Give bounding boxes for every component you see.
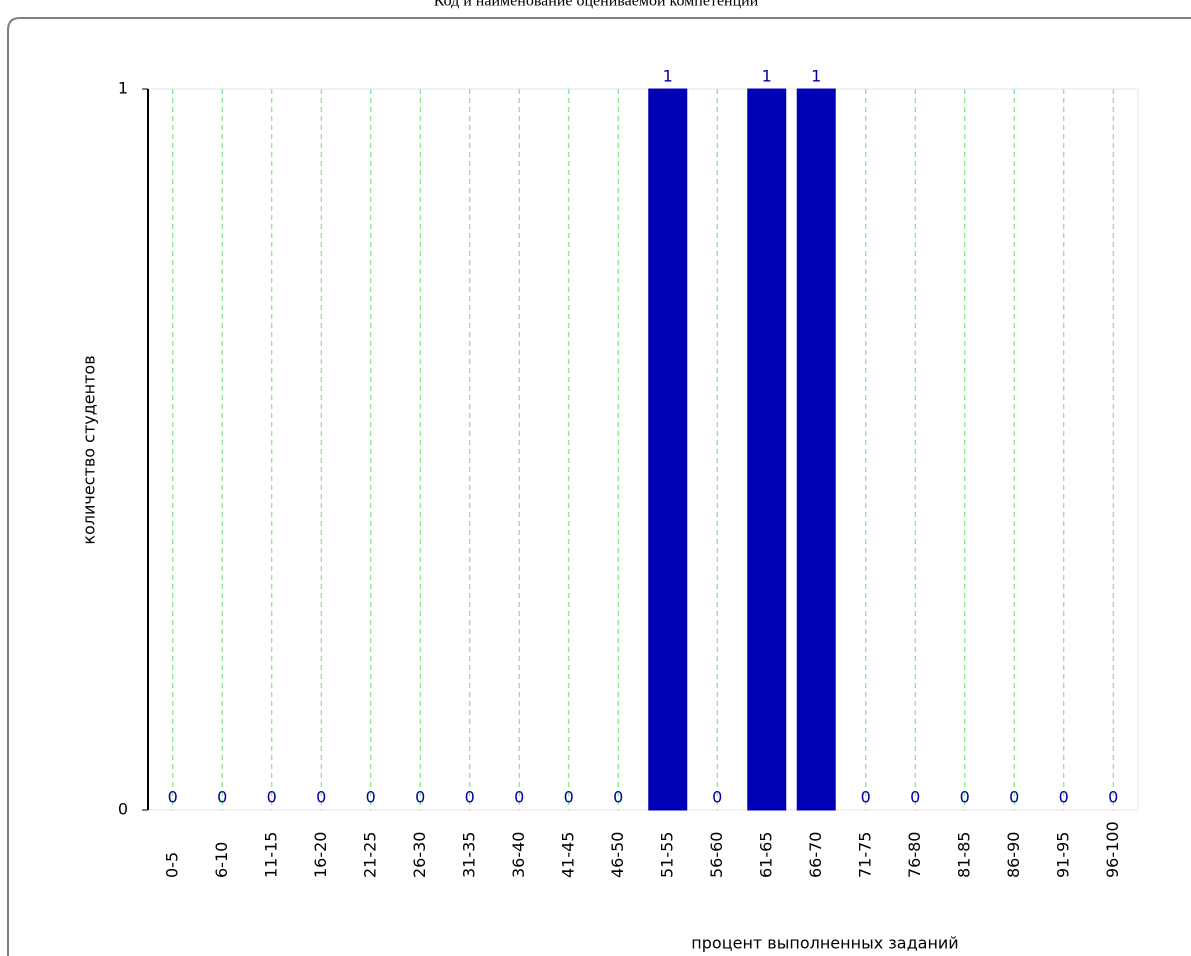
value-label: 0 (217, 788, 227, 807)
value-label: 0 (564, 788, 574, 807)
value-label: 0 (712, 788, 722, 807)
value-label: 0 (613, 788, 623, 807)
x-axis-label: процент выполненных заданий (691, 934, 958, 953)
x-tick-label: 0-5 (162, 852, 181, 878)
value-label: 0 (465, 788, 475, 807)
x-tick-label: 21-25 (360, 832, 379, 879)
x-tick-label: 76-80 (905, 832, 924, 879)
value-label: 0 (1059, 788, 1069, 807)
bar (796, 88, 836, 811)
y-tick-label: 1 (118, 79, 128, 98)
x-tick-label: 71-75 (855, 832, 874, 879)
value-label: 0 (316, 788, 326, 807)
frame (7, 17, 1191, 956)
x-tick-label: 36-40 (509, 832, 528, 879)
value-label: 1 (663, 67, 673, 86)
bar (747, 88, 787, 811)
value-label: 0 (514, 788, 524, 807)
x-tick-label: 66-70 (806, 832, 825, 879)
x-tick-label: 61-65 (756, 832, 775, 879)
x-tick-label: 81-85 (954, 832, 973, 879)
x-tick-label: 6-10 (212, 842, 231, 878)
value-label: 1 (762, 67, 772, 86)
value-label: 0 (1108, 788, 1118, 807)
value-label: 0 (366, 788, 376, 807)
value-label: 0 (415, 788, 425, 807)
x-tick-label: 16-20 (311, 832, 330, 879)
y-tick-label: 0 (118, 800, 128, 819)
x-tick-label: 96-100 (1103, 821, 1122, 878)
value-label: 0 (960, 788, 970, 807)
value-label: 0 (168, 788, 178, 807)
x-tick-label: 91-95 (1053, 832, 1072, 879)
bar (648, 88, 688, 811)
y-axis-label: количество студентов (80, 355, 99, 544)
value-label: 0 (267, 788, 277, 807)
x-tick-label: 56-60 (707, 832, 726, 879)
value-label: 0 (861, 788, 871, 807)
value-label: 1 (811, 67, 821, 86)
x-tick-label: 86-90 (1004, 832, 1023, 879)
chart-title: Код и наименование оцениваемой компетенц… (434, 0, 759, 10)
x-tick-label: 26-30 (410, 832, 429, 879)
x-tick-label: 11-15 (261, 832, 280, 879)
x-tick-label: 46-50 (608, 832, 627, 879)
x-tick-label: 31-35 (459, 832, 478, 879)
plot-area (147, 88, 1139, 811)
value-label: 0 (1009, 788, 1019, 807)
x-tick-label: 51-55 (657, 832, 676, 879)
x-tick-label: 41-45 (558, 832, 577, 879)
value-label: 0 (910, 788, 920, 807)
